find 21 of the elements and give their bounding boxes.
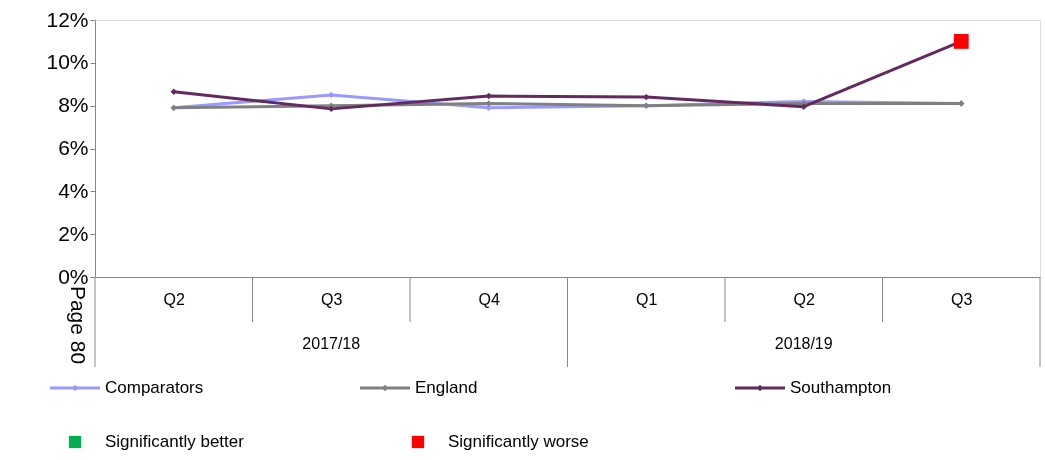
x-tick-label: Q3 [321, 290, 343, 308]
legend-label: Comparators [105, 378, 204, 397]
legend-label: Significantly worse [448, 432, 589, 451]
x-tick-label: Q4 [478, 290, 501, 308]
y-tick-label: 6% [58, 136, 89, 159]
text: 2017/18 [302, 335, 361, 352]
legend-label: Significantly better [105, 432, 245, 451]
x-tick-label: Q2 [793, 290, 816, 308]
y-tick-label: 8% [58, 93, 89, 117]
x-tick-label: Q2 [163, 290, 186, 308]
text: 2018/19 [774, 335, 833, 352]
legend-label: Southampton [790, 378, 892, 397]
y-tick-label: 2% [58, 221, 89, 245]
legend-label: England [415, 378, 478, 397]
x-tick-label: Q1 [636, 290, 658, 308]
y-tick-label: 10% [46, 50, 89, 74]
text: Page 80 [67, 285, 90, 365]
x-tick-label: Q3 [951, 290, 973, 308]
y-tick-label: 12% [46, 7, 89, 31]
y-tick-label: 0% [58, 264, 89, 288]
y-tick-label: 4% [58, 178, 89, 202]
